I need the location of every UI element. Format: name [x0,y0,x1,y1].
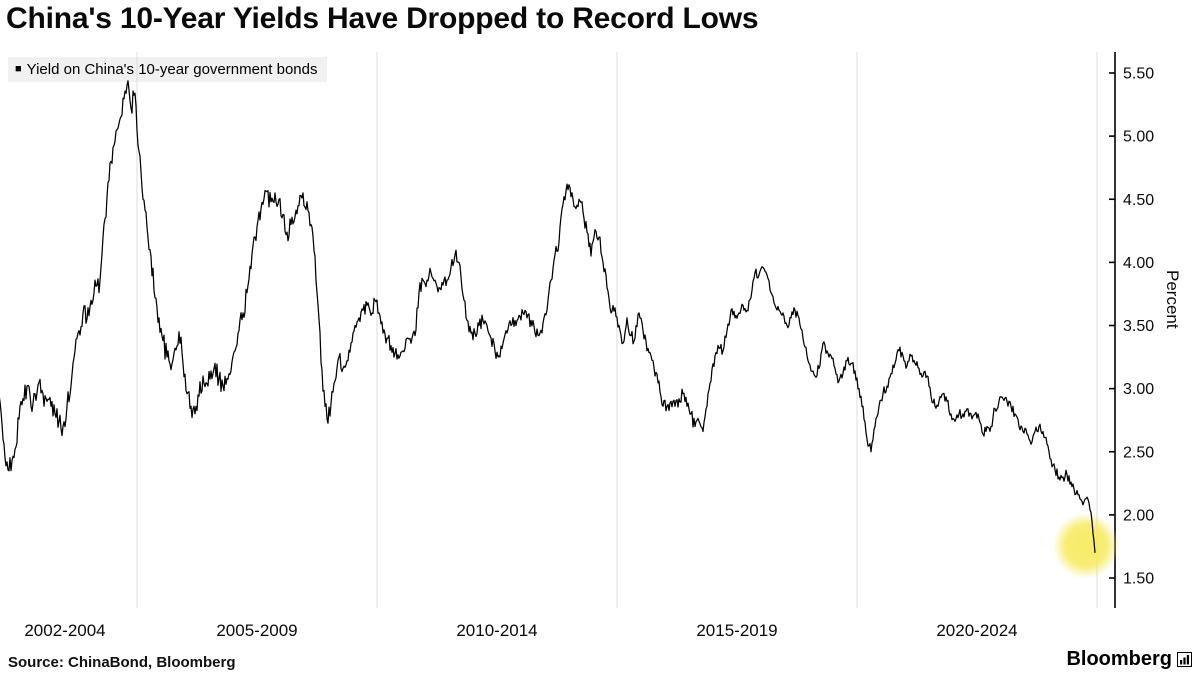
y-tick-label: 2.50 [1123,444,1154,461]
chart-title: China's 10-Year Yields Have Dropped to R… [6,2,759,35]
y-tick-label: 5.00 [1123,129,1154,146]
y-tick-label: 4.00 [1123,255,1154,272]
bloomberg-logo: Bloomberg [1066,648,1192,671]
footer: Source: ChinaBond, Bloomberg Bloomberg [0,648,1200,671]
y-tick-label: 4.50 [1123,192,1154,209]
bar-chart-icon [1177,652,1192,667]
legend: ■ Yield on China's 10-year government bo… [8,57,328,82]
yield-line [0,80,1096,553]
y-axis-title: Percent [1163,270,1182,329]
x-axis-label: 2020-2024 [936,621,1017,640]
record-low-highlight [1053,512,1119,579]
x-axis-label: 2002-2004 [24,621,105,640]
source-note: Source: ChinaBond, Bloomberg [8,654,236,671]
x-axis-label: 2010-2014 [456,621,537,640]
y-tick-label: 2.00 [1123,507,1154,524]
x-axis-label: 2015-2019 [696,621,777,640]
legend-marker-icon: ■ [15,63,22,75]
y-tick-label: 3.50 [1123,318,1154,335]
y-tick-label: 1.50 [1123,571,1154,588]
legend-label: Yield on China's 10-year government bond… [26,61,318,78]
bloomberg-logo-text: Bloomberg [1066,648,1172,670]
x-axis-label: 2005-2009 [216,621,297,640]
y-tick-label: 3.00 [1123,381,1154,398]
y-tick-label: 5.50 [1123,66,1154,83]
